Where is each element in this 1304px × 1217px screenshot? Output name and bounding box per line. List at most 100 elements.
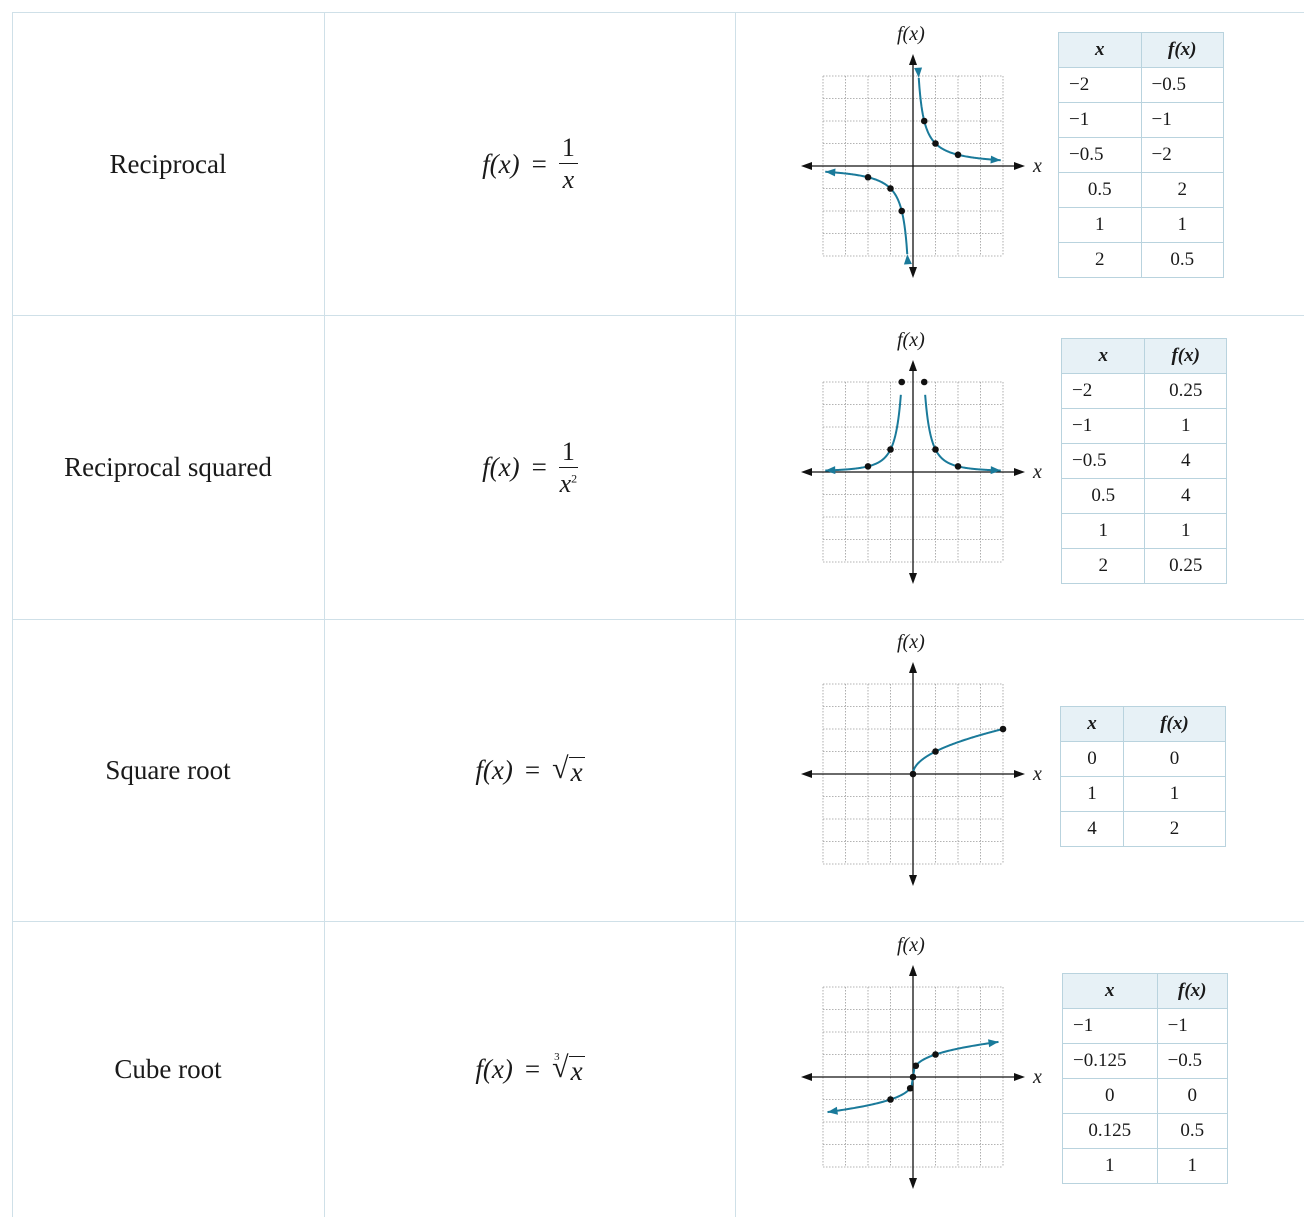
cell-x: 0.5 <box>1058 172 1142 208</box>
data-point <box>920 378 928 386</box>
function-name: Square root <box>105 755 231 785</box>
data-point <box>954 151 962 159</box>
header-fx: f(x) <box>1144 338 1227 374</box>
data-point <box>932 1051 939 1058</box>
fraction-denominator: x2 <box>560 468 578 497</box>
x-axis-label: x <box>1032 155 1042 177</box>
formula-cell: f(x) = 1 x <box>325 13 735 315</box>
cell-x: 1 <box>1060 776 1124 812</box>
data-point <box>999 725 1007 733</box>
cell-fx: −2 <box>1140 137 1224 173</box>
cell-fx: 2 <box>1140 172 1224 208</box>
cell-fx: 0.5 <box>1156 1113 1229 1149</box>
function-curve <box>825 394 902 472</box>
cell-fx: 1 <box>1156 1148 1229 1184</box>
table-row: 2 0.5 <box>1058 242 1224 278</box>
cell-fx: −1 <box>1140 102 1224 138</box>
formula-lhs: f(x) <box>482 148 520 179</box>
denominator-exponent: 2 <box>571 470 578 485</box>
header-fx: f(x) <box>1156 973 1229 1009</box>
function-curve <box>825 170 909 255</box>
cell-fx: 0.25 <box>1144 548 1227 584</box>
table-row: −1 −1 <box>1058 102 1224 138</box>
curve-arrowhead <box>990 466 1001 475</box>
cell-x: 2 <box>1058 242 1142 278</box>
x-axis-label: x <box>1032 763 1042 785</box>
cell-fx: −0.5 <box>1156 1043 1229 1079</box>
formula-square-root: f(x) = √ x <box>475 752 585 787</box>
cell-x: 1 <box>1062 1148 1158 1184</box>
cell-fx: 1 <box>1140 207 1224 243</box>
data-point <box>887 446 894 453</box>
x-axis-label: x <box>1032 1066 1042 1088</box>
row-divider <box>12 315 1304 316</box>
radical-index: 3 <box>554 1051 560 1064</box>
cell-x: 1 <box>1060 513 1146 549</box>
y-axis-arrow-up <box>909 54 917 65</box>
data-point <box>954 463 962 470</box>
column-divider <box>324 12 325 1217</box>
data-point <box>906 1084 914 1092</box>
fraction-numerator: 1 <box>558 438 578 468</box>
values-table-reciprocal-squared: x f(x) −2 0.25 −1 1 −0.5 4 0.5 4 1 1 2 0.25 <box>1060 338 1227 584</box>
cell-x: −0.125 <box>1062 1043 1158 1079</box>
curve-arrowhead <box>825 466 836 475</box>
fraction-denominator: x <box>562 165 575 194</box>
header-x: x <box>1062 973 1158 1009</box>
table-row: 0.5 4 <box>1060 478 1227 514</box>
graph-reciprocal-squared: x f(x) <box>801 329 1042 584</box>
cell-fx: 4 <box>1144 443 1227 479</box>
data-point <box>909 770 917 778</box>
function-name: Reciprocal <box>109 148 227 179</box>
header-x: x <box>1058 32 1142 68</box>
x-axis-arrow-right <box>1014 1073 1025 1081</box>
function-curve <box>924 394 1001 472</box>
graph-square-root: x f(x) <box>801 631 1042 886</box>
cell-x: −0.5 <box>1058 137 1142 173</box>
table-header-row: x f(x) <box>1060 338 1227 374</box>
cell-x: −0.5 <box>1060 443 1146 479</box>
header-x: x <box>1060 338 1146 374</box>
equals-sign: = <box>524 755 541 785</box>
table-row: 0.5 2 <box>1058 172 1224 208</box>
values-table-cube-root: x f(x) −1 −1 −0.125 −0.5 0 0 0.125 0.5 1 1 <box>1062 973 1229 1184</box>
formula-cell: f(x) = 1 x2 <box>325 316 735 619</box>
x-axis-arrow-right <box>1014 162 1025 170</box>
graph-reciprocal: x f(x) <box>801 23 1042 278</box>
table-row: −0.5 4 <box>1060 443 1227 479</box>
cell-fx: 1 <box>1144 513 1227 549</box>
curve-arrowhead <box>990 155 1001 164</box>
data-point <box>864 463 872 470</box>
y-axis-arrow-down <box>909 573 917 584</box>
equals-sign: = <box>524 1054 541 1084</box>
function-curve <box>917 77 1001 162</box>
function-name: Cube root <box>114 1054 222 1084</box>
table-header-row: x f(x) <box>1058 32 1224 68</box>
x-axis-arrow-left <box>801 770 812 778</box>
fraction: 1 x <box>558 135 578 194</box>
x-axis-arrow-left <box>801 162 812 170</box>
column-divider <box>735 12 736 1217</box>
formula-lhs: f(x) <box>475 1054 513 1084</box>
header-x: x <box>1060 706 1124 742</box>
graph-cube-root: x f(x) <box>801 934 1042 1189</box>
cell-x: −1 <box>1060 408 1146 444</box>
data-point <box>932 446 939 453</box>
cell-fx: 0.25 <box>1144 373 1227 409</box>
table-row: 0.125 0.5 <box>1062 1113 1229 1149</box>
cell-x: 0.5 <box>1060 478 1146 514</box>
cell-x: −2 <box>1058 67 1142 103</box>
radical-sign: √ <box>552 752 569 786</box>
x-axis-label: x <box>1032 461 1042 483</box>
data-point <box>932 140 939 147</box>
y-axis-arrow-up <box>909 360 917 371</box>
data-point <box>932 748 939 755</box>
cell-x: 2 <box>1060 548 1146 584</box>
y-axis-arrow-up <box>909 965 917 976</box>
table-row: −1 −1 <box>1062 1008 1229 1044</box>
table-border-left <box>12 12 13 1217</box>
data-point <box>887 1096 894 1103</box>
